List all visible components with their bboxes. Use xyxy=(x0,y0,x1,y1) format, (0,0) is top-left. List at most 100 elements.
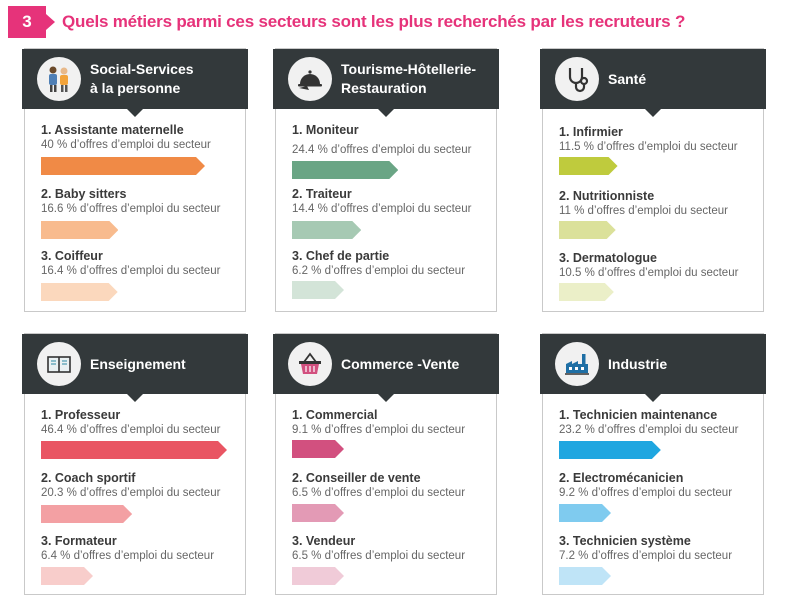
job-item: 2. Traiteur 14.4 % d’offres d’emploi du … xyxy=(292,187,488,216)
job-percentage: 40 % d’offres d’emploi du secteur xyxy=(41,139,211,151)
job-name: 3. Coiffeur xyxy=(41,249,103,263)
job-bar xyxy=(292,161,399,179)
job-item: 2. Baby sitters 16.6 % d’offres d’emploi… xyxy=(41,187,237,216)
job-percentage: 11 % d’offres d’emploi du secteur xyxy=(559,205,728,217)
job-item: 1. Infirmier 11.5 % d’offres d’emploi du… xyxy=(559,125,755,154)
sector-title: Tourisme-Hôtellerie- Restauration xyxy=(341,61,477,96)
job-name: 2. Baby sitters xyxy=(41,187,127,201)
job-bar-shape xyxy=(292,221,362,239)
cloche-icon xyxy=(288,57,332,101)
job-name: 3. Technicien système xyxy=(559,534,691,548)
factory-icon xyxy=(555,342,599,386)
sector-card-social: Social-Services à la personne 1. Assista… xyxy=(22,48,248,312)
job-bar xyxy=(41,221,119,239)
job-bar xyxy=(292,221,362,239)
sector-card-header: Tourisme-Hôtellerie- Restauration xyxy=(273,49,499,117)
job-percentage: 23.2 % d’offres d’emploi du secteur xyxy=(559,424,739,436)
job-percentage: 6.5 % d’offres d’emploi du secteur xyxy=(292,487,466,499)
job-bar xyxy=(559,441,661,459)
job-name: 1. Infirmier xyxy=(559,125,623,139)
sector-card-header: Enseignement xyxy=(22,334,248,402)
job-percentage: 6.2 % d’offres d’emploi du secteur xyxy=(292,265,466,277)
job-item: 1. Commercial 9.1 % d’offres d’emploi du… xyxy=(292,408,488,437)
job-name: 3. Formateur xyxy=(41,534,117,548)
section-number-badge: 3 xyxy=(8,6,55,38)
job-bar-shape xyxy=(41,441,227,459)
job-name: 2. Electromécanicien xyxy=(559,471,684,485)
job-name: 2. Conseiller de vente xyxy=(292,471,421,485)
job-item: 3. Chef de partie 6.2 % d’offres d’emplo… xyxy=(292,249,488,278)
job-bar-shape xyxy=(41,505,133,523)
job-bar xyxy=(292,567,344,585)
job-item: 2. Nutritionniste 11 % d’offres d’emploi… xyxy=(559,189,755,218)
job-name: 1. Commercial xyxy=(292,408,378,422)
job-bar xyxy=(41,441,227,459)
job-bar xyxy=(41,157,205,175)
job-name: 3. Vendeur xyxy=(292,534,356,548)
job-name: 2. Coach sportif xyxy=(41,471,136,485)
job-name: 2. Traiteur xyxy=(292,187,352,201)
job-bar-shape xyxy=(559,567,611,585)
job-bar-shape xyxy=(292,281,344,299)
job-item: 24.4 % d’offres d’emploi du secteur xyxy=(292,143,488,157)
sector-title: Social-Services à la personne xyxy=(90,61,194,96)
job-bar xyxy=(559,157,618,175)
job-name: 2. Nutritionniste xyxy=(559,189,655,203)
sector-card-enseignement: Enseignement 1. Professeur 46.4 % d’offr… xyxy=(22,333,248,595)
sector-card-commerce: Commerce -Vente 1. Commercial 9.1 % d’of… xyxy=(273,333,499,595)
job-item: 1. Technicien maintenance 23.2 % d’offre… xyxy=(559,408,755,437)
job-bar xyxy=(41,283,118,301)
job-bar xyxy=(559,283,614,301)
job-list: 1. Assistante maternelle 40 % d’offres d… xyxy=(41,123,237,305)
job-bar-shape xyxy=(559,221,616,239)
job-bar xyxy=(292,504,344,522)
job-percentage: 14.4 % d’offres d’emploi du secteur xyxy=(292,203,472,215)
job-list: 1. Professeur 46.4 % d’offres d’emploi d… xyxy=(41,408,237,590)
job-bar-shape xyxy=(559,157,618,175)
job-percentage: 46.4 % d’offres d’emploi du secteur xyxy=(41,424,221,436)
job-percentage: 7.2 % d’offres d’emploi du secteur xyxy=(559,550,733,562)
job-list: 1. Technicien maintenance 23.2 % d’offre… xyxy=(559,408,755,590)
stethoscope-icon xyxy=(555,57,599,101)
sector-card-header: Commerce -Vente xyxy=(273,334,499,402)
job-percentage: 20.3 % d’offres d’emploi du secteur xyxy=(41,487,221,499)
job-list: 1. Commercial 9.1 % d’offres d’emploi du… xyxy=(292,408,488,590)
job-item: 2. Coach sportif 20.3 % d’offres d’emplo… xyxy=(41,471,237,500)
job-item: 1. Moniteur xyxy=(292,123,488,138)
section-title: Quels métiers parmi ces secteurs sont le… xyxy=(62,12,686,31)
job-bar-shape xyxy=(292,567,344,585)
job-name: 1. Assistante maternelle xyxy=(41,123,184,137)
job-item: 2. Electromécanicien 9.2 % d’offres d’em… xyxy=(559,471,755,500)
job-bar-shape xyxy=(41,283,118,301)
sector-title: Santé xyxy=(608,70,647,87)
job-item: 3. Coiffeur 16.4 % d’offres d’emploi du … xyxy=(41,249,237,278)
job-name: 1. Technicien maintenance xyxy=(559,408,718,422)
sector-card-tourisme: Tourisme-Hôtellerie- Restauration 1. Mon… xyxy=(273,48,499,312)
job-bar xyxy=(559,221,616,239)
job-list: 1. Moniteur 24.4 % d’offres d’emploi du … xyxy=(292,123,488,305)
job-bar xyxy=(292,440,344,458)
job-name: 3. Dermatologue xyxy=(559,251,657,265)
job-percentage: 6.5 % d’offres d’emploi du secteur xyxy=(292,550,466,562)
job-item: 1. Professeur 46.4 % d’offres d’emploi d… xyxy=(41,408,237,437)
job-name: 3. Chef de partie xyxy=(292,249,390,263)
job-bar-shape xyxy=(292,161,399,179)
job-percentage: 11.5 % d’offres d’emploi du secteur xyxy=(559,141,738,153)
job-item: 3. Technicien système 7.2 % d’offres d’e… xyxy=(559,534,755,563)
sector-card-header: Social-Services à la personne xyxy=(22,49,248,117)
sector-title: Commerce -Vente xyxy=(341,355,460,372)
job-percentage: 16.4 % d’offres d’emploi du secteur xyxy=(41,265,221,277)
sector-card-header: Santé xyxy=(540,49,766,117)
sector-title: Enseignement xyxy=(90,355,186,372)
job-name: 1. Professeur xyxy=(41,408,121,422)
job-bar-shape xyxy=(292,504,344,522)
job-bar-shape xyxy=(559,504,611,522)
sector-card-sante: Santé 1. Infirmier 11.5 % d’offres d’emp… xyxy=(540,48,766,312)
job-item: 3. Dermatologue 10.5 % d’offres d’emploi… xyxy=(559,251,755,280)
job-bar-shape xyxy=(41,567,93,585)
job-list: 1. Infirmier 11.5 % d’offres d’emploi du… xyxy=(559,125,755,307)
job-bar-shape xyxy=(41,221,119,239)
job-bar xyxy=(559,504,611,522)
job-bar xyxy=(41,567,93,585)
job-bar xyxy=(559,567,611,585)
